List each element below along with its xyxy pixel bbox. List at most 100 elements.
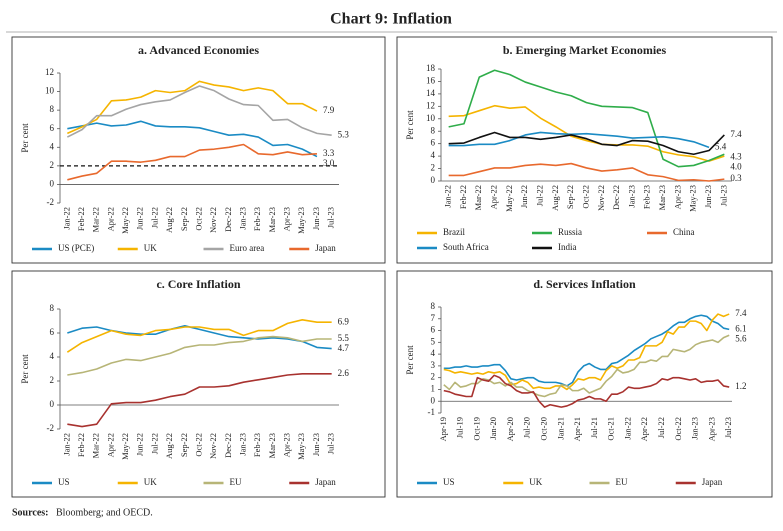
x-tick-label: Jan-22 [443, 185, 453, 208]
y-tick-label: 8 [50, 104, 55, 114]
value-label: 2.6 [338, 368, 350, 378]
series-line [448, 131, 710, 149]
value-label: 6.1 [735, 323, 746, 333]
value-label: 6.9 [338, 316, 350, 326]
panel-title: c. Core Inflation [156, 277, 240, 291]
x-tick-label: Sep-22 [179, 433, 189, 457]
x-tick-label: Jan-21 [555, 417, 565, 440]
y-tick-label: 16 [426, 76, 436, 86]
legend-label: US (PCE) [58, 243, 94, 253]
legend-label: Japan [315, 477, 336, 487]
x-tick-label: Jul-22 [656, 417, 666, 438]
x-tick-label: Dec-22 [223, 433, 233, 458]
figure-title: Chart 9: Inflation [330, 11, 452, 28]
x-tick-label: Jan-23 [690, 417, 700, 440]
x-tick-label: Mar-23 [267, 433, 277, 458]
y-tick-label: 8 [431, 301, 436, 311]
x-tick-label: Jul-22 [149, 433, 159, 454]
series-line [67, 80, 318, 135]
x-tick-label: Nov-22 [208, 433, 218, 459]
x-tick-label: Nov-22 [596, 185, 606, 211]
y-tick-label: 6 [50, 327, 55, 337]
x-tick-label: Apr-23 [282, 207, 292, 231]
series-line [443, 313, 730, 391]
x-tick-label: Oct-21 [606, 417, 616, 441]
legend-label: China [673, 227, 695, 237]
series-line [443, 374, 730, 408]
x-tick-label: Apr-23 [672, 185, 682, 209]
x-tick-label: May-22 [120, 207, 130, 234]
x-tick-label: May-22 [504, 185, 514, 212]
x-tick-label: Oct-22 [193, 433, 203, 457]
y-axis-label: Per cent [20, 354, 30, 384]
x-tick-label: Oct-19 [471, 417, 481, 441]
series-line [448, 131, 725, 156]
legend-label: Brazil [443, 227, 465, 237]
x-tick-label: Sep-22 [565, 185, 575, 209]
x-tick-label: Feb-23 [252, 433, 262, 457]
legend-label: US [58, 477, 70, 487]
y-tick-label: 12 [45, 67, 54, 77]
y-tick-label: 14 [426, 88, 436, 98]
x-tick-label: Apr-22 [105, 207, 115, 231]
panel-title: b. Emerging Market Economies [503, 43, 667, 57]
series-line [67, 373, 332, 428]
y-tick-label: 3 [431, 360, 436, 370]
panel-frame [11, 270, 386, 498]
y-tick-label: 8 [431, 125, 436, 135]
x-tick-label: Jul-20 [522, 417, 532, 438]
x-tick-label: Jul-23 [326, 433, 336, 454]
x-tick-label: Nov-22 [208, 207, 218, 233]
y-tick-label: 2 [50, 160, 55, 170]
x-tick-label: Dec-22 [223, 207, 233, 232]
x-tick-label: Mar-22 [473, 185, 483, 210]
x-tick-label: Feb-22 [458, 185, 468, 209]
series-line [448, 69, 725, 168]
x-tick-label: Jun-22 [519, 185, 529, 208]
x-tick-label: Oct-22 [193, 207, 203, 231]
y-tick-label: 6 [431, 325, 436, 335]
x-tick-label: Apr-22 [105, 433, 115, 457]
value-label: 5.3 [338, 129, 350, 139]
x-tick-label: Feb-22 [76, 433, 86, 457]
y-tick-label: 18 [426, 63, 436, 73]
x-tick-label: Jul-22 [149, 207, 159, 228]
value-label: 0.3 [730, 173, 742, 183]
x-tick-label: Jun-23 [311, 207, 321, 230]
y-tick-label: 0 [431, 175, 436, 185]
series-line [67, 335, 332, 376]
y-tick-label: -2 [47, 197, 55, 207]
y-tick-label: 6 [50, 123, 55, 133]
x-tick-label: Feb-22 [76, 207, 86, 231]
series-line [443, 314, 730, 387]
series-line [448, 162, 725, 182]
y-tick-label: 2 [431, 372, 436, 382]
legend-label: UK [144, 243, 157, 253]
y-tick-label: 0 [50, 178, 55, 188]
legend-label: Russia [558, 227, 582, 237]
y-tick-label: -2 [47, 423, 55, 433]
x-tick-label: Jul-23 [723, 417, 733, 438]
x-tick-label: Feb-23 [252, 207, 262, 231]
x-tick-label: Jan-23 [238, 433, 248, 456]
x-tick-label: Jul-23 [718, 185, 728, 206]
panel-frame [11, 36, 386, 264]
legend-label: South Africa [443, 242, 489, 252]
x-tick-label: May-23 [296, 433, 306, 460]
legend-label: EU [230, 477, 242, 487]
y-tick-label: 0 [431, 395, 436, 405]
x-tick-label: Apr-23 [282, 433, 292, 457]
x-tick-label: Oct-22 [580, 185, 590, 209]
series-line [66, 319, 332, 353]
x-tick-label: Jul-19 [455, 417, 465, 438]
y-tick-label: 0 [50, 399, 55, 409]
legend-label: US [443, 477, 455, 487]
value-label: 4.0 [730, 161, 742, 171]
y-tick-label: 2 [50, 375, 55, 385]
x-tick-label: Aug-22 [550, 185, 560, 211]
value-label: 4.7 [338, 343, 350, 353]
x-tick-label: Jun-23 [311, 433, 321, 456]
value-label: 7.4 [735, 308, 747, 318]
y-tick-label: 5 [431, 336, 436, 346]
